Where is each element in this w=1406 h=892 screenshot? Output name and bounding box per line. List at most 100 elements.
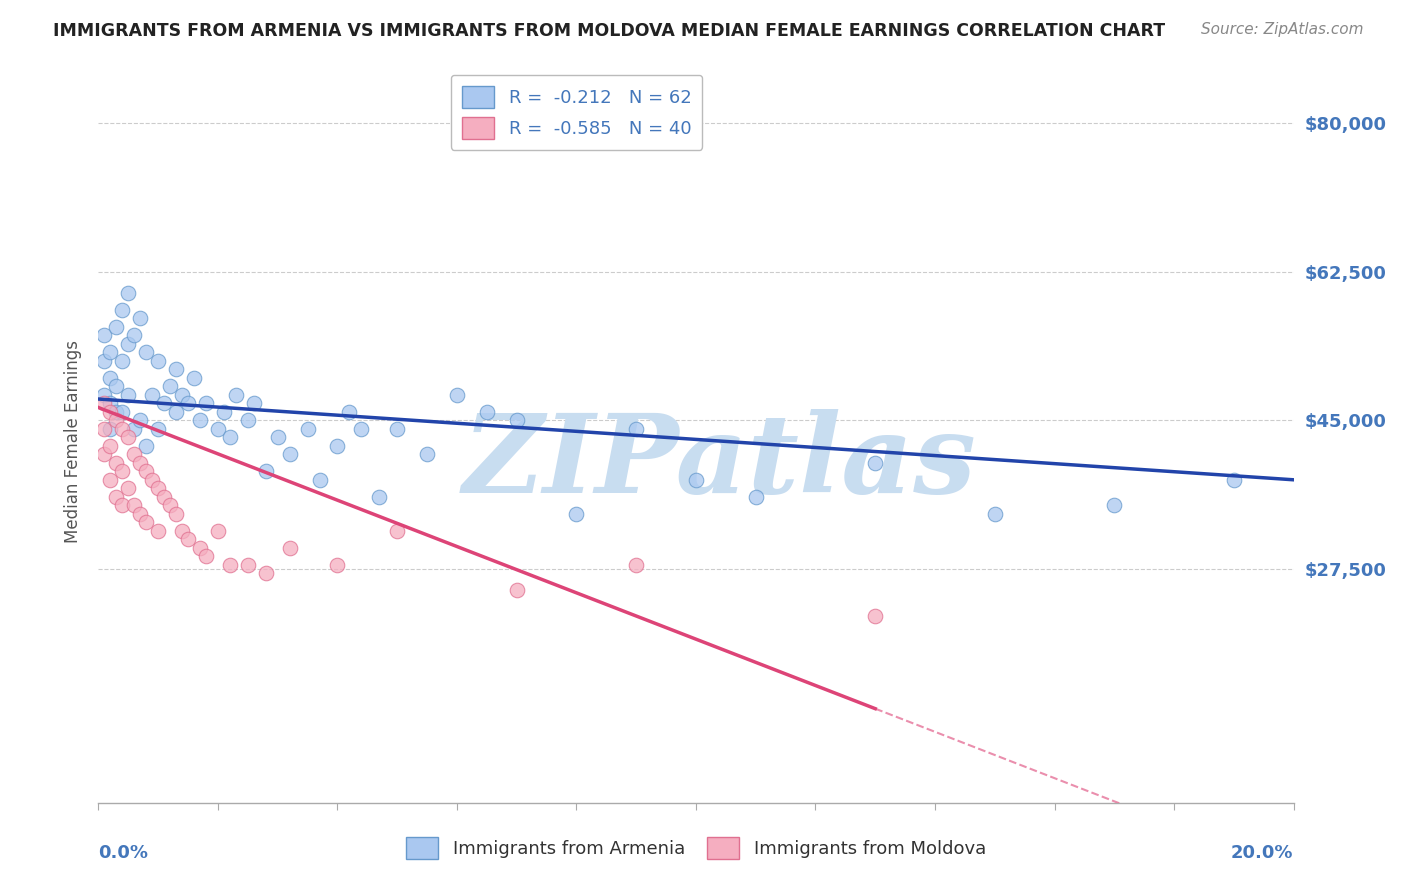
Point <box>172 388 194 402</box>
Point <box>105 319 128 334</box>
Point <box>159 379 181 393</box>
Point <box>98 405 122 419</box>
Point <box>1223 473 1246 487</box>
Point <box>111 464 134 478</box>
Point <box>254 566 277 581</box>
Point <box>135 439 157 453</box>
Point <box>111 302 134 317</box>
Point <box>148 422 170 436</box>
Text: 0.0%: 0.0% <box>98 845 149 863</box>
Point <box>236 558 259 572</box>
Point <box>129 413 152 427</box>
Point <box>267 430 290 444</box>
Point <box>117 481 139 495</box>
Point <box>195 396 218 410</box>
Point <box>177 396 200 410</box>
Point <box>207 422 229 436</box>
Point <box>111 498 134 512</box>
Point <box>506 583 529 598</box>
Point <box>117 285 139 300</box>
Point <box>93 422 115 436</box>
Point <box>195 549 218 564</box>
Point <box>117 430 139 444</box>
Point <box>297 422 319 436</box>
Point <box>135 516 157 530</box>
Point <box>416 447 439 461</box>
Point <box>984 507 1007 521</box>
Point <box>105 379 128 393</box>
Point <box>93 353 115 368</box>
Point <box>129 456 152 470</box>
Point <box>446 388 468 402</box>
Point <box>745 490 768 504</box>
Point <box>326 439 349 453</box>
Point <box>243 396 266 410</box>
Point <box>685 473 707 487</box>
Text: IMMIGRANTS FROM ARMENIA VS IMMIGRANTS FROM MOLDOVA MEDIAN FEMALE EARNINGS CORREL: IMMIGRANTS FROM ARMENIA VS IMMIGRANTS FR… <box>53 22 1166 40</box>
Point <box>153 396 176 410</box>
Point <box>339 405 361 419</box>
Point <box>129 311 152 326</box>
Point <box>98 396 122 410</box>
Point <box>141 388 163 402</box>
Point <box>111 405 134 419</box>
Point <box>105 413 128 427</box>
Point <box>165 362 187 376</box>
Point <box>225 388 247 402</box>
Point <box>188 413 211 427</box>
Point <box>105 490 128 504</box>
Point <box>865 608 887 623</box>
Point <box>117 388 139 402</box>
Point <box>506 413 529 427</box>
Point <box>165 405 187 419</box>
Point <box>326 558 349 572</box>
Point <box>148 353 170 368</box>
Point <box>105 405 128 419</box>
Text: 20.0%: 20.0% <box>1232 845 1294 863</box>
Point <box>177 533 200 547</box>
Point <box>93 447 115 461</box>
Text: ZIPatlas: ZIPatlas <box>463 409 977 517</box>
Point <box>98 473 122 487</box>
Point <box>183 371 205 385</box>
Legend: Immigrants from Armenia, Immigrants from Moldova: Immigrants from Armenia, Immigrants from… <box>399 830 993 866</box>
Point <box>207 524 229 538</box>
Point <box>254 464 277 478</box>
Point <box>98 345 122 359</box>
Point <box>98 422 122 436</box>
Point <box>93 328 115 343</box>
Point <box>135 345 157 359</box>
Point <box>219 558 242 572</box>
Point <box>165 507 187 521</box>
Point <box>278 541 301 555</box>
Point <box>124 498 146 512</box>
Point <box>212 405 235 419</box>
Point <box>475 405 498 419</box>
Point <box>135 464 157 478</box>
Point <box>385 422 409 436</box>
Point <box>350 422 373 436</box>
Point <box>124 328 146 343</box>
Point <box>626 558 648 572</box>
Point <box>278 447 301 461</box>
Point <box>98 439 122 453</box>
Point <box>565 507 588 521</box>
Y-axis label: Median Female Earnings: Median Female Earnings <box>63 340 82 543</box>
Point <box>148 524 170 538</box>
Point <box>93 396 115 410</box>
Point <box>219 430 242 444</box>
Point <box>385 524 409 538</box>
Point <box>626 422 648 436</box>
Point <box>111 353 134 368</box>
Point <box>124 447 146 461</box>
Point <box>93 388 115 402</box>
Point <box>148 481 170 495</box>
Point <box>865 456 887 470</box>
Point <box>236 413 259 427</box>
Point <box>111 422 134 436</box>
Point <box>172 524 194 538</box>
Point <box>105 456 128 470</box>
Point <box>159 498 181 512</box>
Point <box>153 490 176 504</box>
Point <box>1104 498 1126 512</box>
